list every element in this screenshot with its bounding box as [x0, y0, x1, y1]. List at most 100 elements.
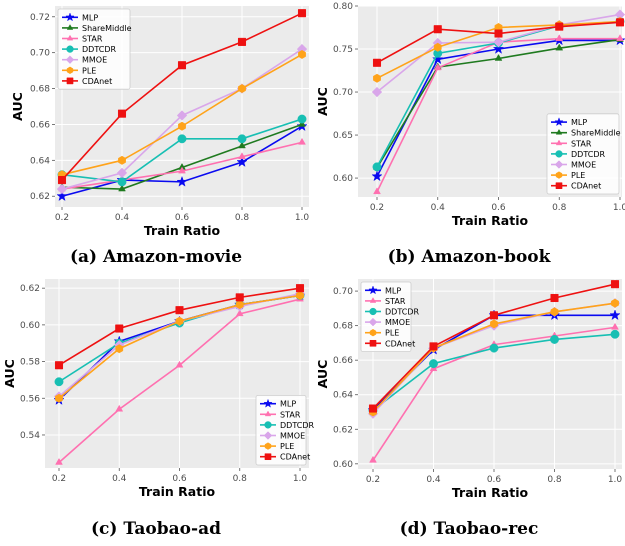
data-point-ddtcdr — [237, 134, 247, 144]
legend-marker — [263, 431, 273, 440]
data-point-cdanet — [555, 22, 564, 31]
data-point-star — [238, 152, 246, 159]
legend-label: PLE — [82, 66, 96, 75]
y-axis-label: AUC — [315, 87, 330, 116]
data-point-cdanet — [550, 293, 559, 303]
xtick-label: 0.8 — [235, 213, 250, 223]
ytick-label: 0.60 — [333, 174, 353, 184]
legend-box — [546, 113, 620, 195]
data-point-ddtcdr — [489, 343, 499, 353]
series-cdanet — [372, 18, 625, 67]
xtick-label: 0.6 — [175, 213, 190, 223]
ytick-label: 0.65 — [333, 131, 353, 141]
data-point-ple — [55, 393, 63, 403]
legend-marker — [554, 160, 564, 169]
data-point-mmoe — [371, 86, 383, 98]
data-point-cdanet — [489, 311, 499, 320]
ytick-label: 0.64 — [30, 156, 50, 166]
legend-label: MLP — [385, 286, 401, 295]
caption-letter: (c) — [91, 519, 118, 539]
data-point-ple — [298, 49, 306, 59]
data-point-ple — [238, 84, 246, 94]
data-point-mlp — [56, 190, 68, 202]
legend-marker — [65, 55, 75, 64]
data-point-star — [433, 63, 442, 71]
series-cdanet — [368, 280, 620, 413]
data-point-star — [178, 166, 186, 174]
data-point-ple — [373, 73, 381, 83]
legend-label: CDAnet — [280, 453, 310, 462]
xtick-label: 0.2 — [366, 475, 380, 485]
legend-marker — [368, 317, 378, 327]
legend-label: MLP — [280, 400, 296, 409]
legend-marker — [264, 453, 272, 461]
data-point-star — [298, 137, 306, 145]
data-point-ddtcdr — [372, 162, 382, 172]
legend-label: DDTCDR — [571, 150, 605, 159]
xtick-label: 0.4 — [112, 474, 127, 484]
ytick-label: 0.75 — [333, 45, 353, 55]
data-point-cdanet — [297, 9, 307, 18]
data-point-mmoe — [176, 110, 188, 121]
ytick-label: 0.60 — [20, 321, 40, 331]
data-point-ddtcdr — [610, 329, 620, 339]
ytick-label: 0.58 — [20, 358, 40, 368]
ytick-label: 0.68 — [30, 85, 50, 95]
legend-marker — [66, 45, 74, 53]
data-point-cdanet — [54, 361, 64, 370]
chart-taobao-rec: 0.60 0.62 0.64 0.66 0.68 0.70 0.2 0.4 0.6 0.8 1.0 T… — [315, 279, 622, 500]
caption-title: Taobao-ad — [123, 519, 221, 539]
data-point-ple — [115, 344, 124, 354]
caption-title: Taobao-rec — [433, 519, 539, 539]
data-point-star — [369, 455, 377, 463]
y-axis-label: AUC — [2, 359, 17, 388]
legend-marker — [369, 339, 377, 347]
data-point-mlp — [492, 43, 505, 54]
data-point-ple — [490, 319, 498, 329]
xtick-label: 0.6 — [172, 474, 187, 484]
ytick-label: 0.66 — [333, 356, 353, 366]
data-point-mmoe — [493, 36, 504, 48]
xtick-label: 0.2 — [370, 203, 384, 213]
legend-marker — [264, 421, 272, 429]
legend-label: DDTCDR — [280, 421, 314, 430]
caption-title: Amazon-book — [421, 247, 551, 267]
data-point-star — [175, 360, 184, 368]
xtick-label: 1.0 — [613, 203, 625, 213]
x-axis-label: Train Ratio — [452, 485, 529, 500]
data-point-star — [115, 404, 124, 412]
x-axis-label: Train Ratio — [452, 213, 529, 228]
legend-label: DDTCDR — [385, 308, 419, 317]
data-point-ple — [296, 291, 304, 300]
legend-marker — [66, 24, 74, 30]
data-point-cdanet — [494, 29, 503, 38]
data-point-star — [555, 34, 564, 41]
chart-caption: (a) Amazon-movie — [0, 247, 312, 267]
ytick-label: 0.60 — [333, 460, 353, 470]
data-point-ple — [178, 121, 186, 131]
legend-marker — [369, 307, 377, 316]
xtick-label: 0.6 — [487, 475, 502, 485]
legend-label: PLE — [385, 329, 399, 338]
y-axis-label: AUC — [315, 360, 330, 389]
data-point-ddtcdr — [54, 377, 64, 387]
caption-letter: (a) — [69, 247, 98, 267]
series-ple — [58, 49, 306, 180]
data-point-mlp — [609, 309, 621, 321]
ytick-label: 0.54 — [20, 431, 40, 441]
data-point-ddtcdr — [117, 177, 127, 187]
legend-label: CDAnet — [82, 77, 112, 86]
legend-marker — [66, 34, 74, 41]
data-point-mlp — [236, 156, 248, 167]
legend-label: CDAnet — [385, 339, 415, 348]
y-axis-label: AUC — [10, 92, 25, 121]
legend-marker — [65, 12, 75, 22]
legend-label: MMOE — [280, 432, 305, 441]
xtick-label: 0.4 — [431, 203, 446, 213]
legend-marker — [555, 150, 563, 158]
caption-letter: (b) — [387, 247, 416, 267]
legend-label: MMOE — [571, 161, 596, 170]
legend-label: PLE — [280, 442, 294, 451]
